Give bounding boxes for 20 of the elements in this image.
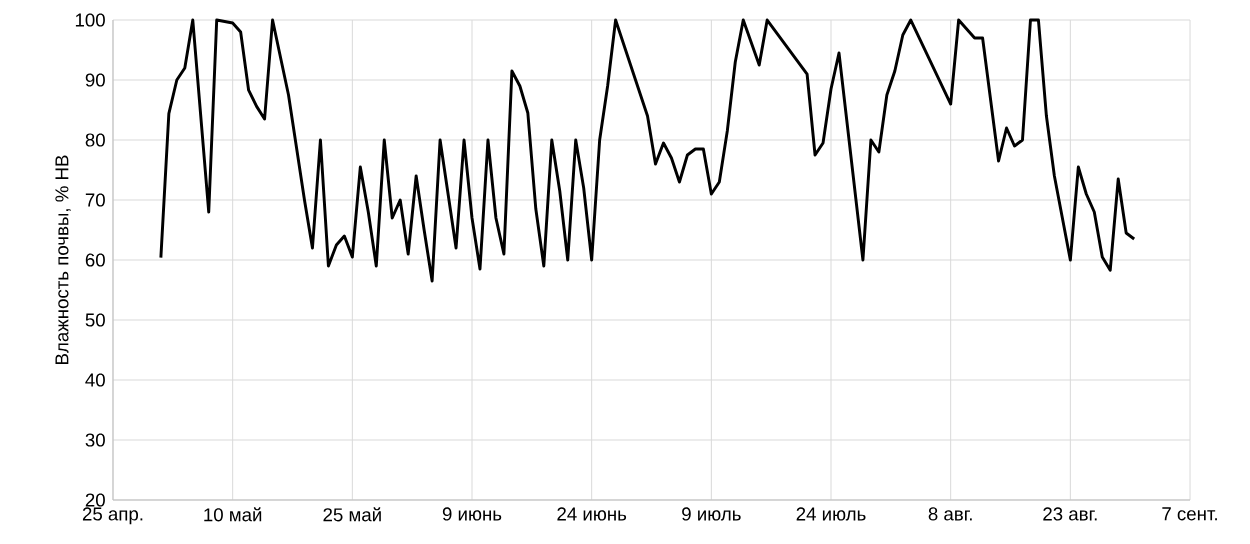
x-tick-label: 7 сент. — [1162, 507, 1217, 521]
y-tick-label: 60 — [85, 253, 105, 267]
x-tick-label: 25 апр. — [82, 507, 143, 525]
y-tick-label: 100 — [75, 13, 105, 27]
y-tick-label: 50 — [85, 313, 105, 327]
x-tick-label: 10 май — [204, 507, 262, 522]
x-tick-label: 24 июль — [796, 507, 866, 521]
y-tick-label: 20 — [85, 493, 105, 507]
x-tick-label: 24 июнь — [557, 507, 627, 521]
y-tick-label: 70 — [85, 193, 105, 207]
y-tick-label: 40 — [85, 373, 105, 387]
x-tick-label: 23 авг. — [1043, 507, 1097, 521]
x-tick-label: 9 июнь — [442, 507, 502, 521]
x-tick-label: 9 июль — [682, 507, 741, 521]
y-axis-title: Влажность почвы, % НВ — [55, 155, 71, 364]
y-tick-label: 80 — [85, 133, 105, 147]
y-tick-label: 30 — [85, 433, 105, 447]
x-tick-label: 25 май — [323, 507, 381, 522]
x-tick-label: 8 авг. — [928, 507, 972, 521]
y-tick-label: 90 — [85, 73, 105, 87]
